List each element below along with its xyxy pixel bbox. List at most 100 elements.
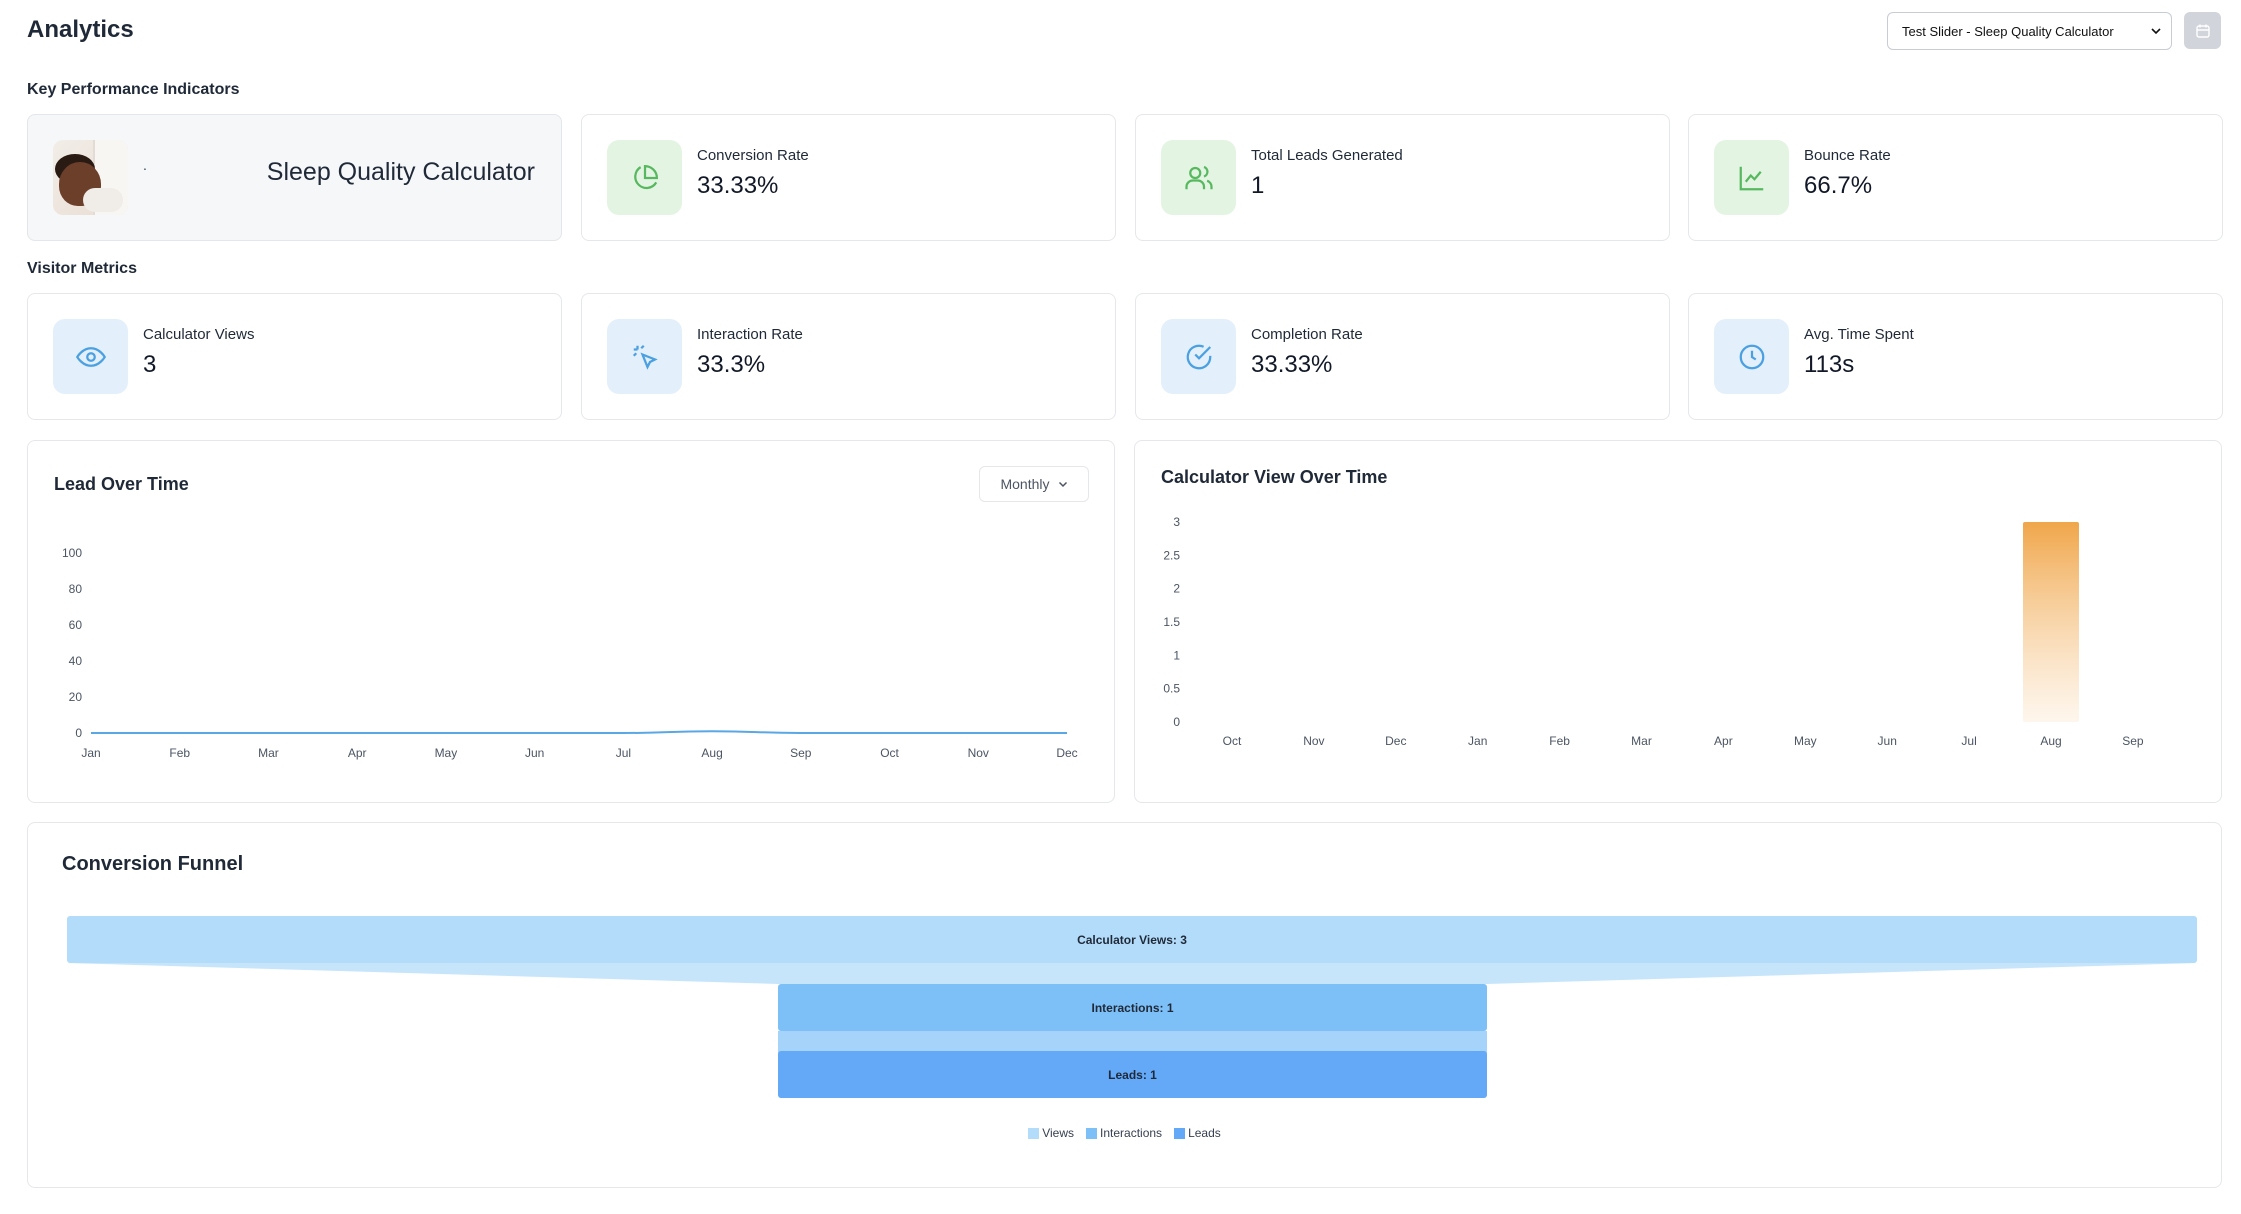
metric-value: 33.3% bbox=[697, 351, 766, 378]
pie-chart-icon bbox=[607, 140, 682, 215]
x-tick-label: Oct bbox=[1223, 734, 1242, 748]
metric-value: 113s bbox=[1804, 351, 1855, 378]
chart-title: Lead Over Time bbox=[54, 474, 189, 494]
legend-label: Leads bbox=[1188, 1126, 1221, 1140]
calculator-select[interactable]: Test Slider - Sleep Quality Calculator bbox=[1887, 12, 2172, 50]
cursor-click-icon bbox=[607, 319, 682, 394]
chevron-down-icon bbox=[2151, 28, 2161, 35]
metric-value: 3 bbox=[143, 351, 157, 378]
metric-value: 33.33% bbox=[1251, 351, 1333, 378]
legend-item-views: Views bbox=[1028, 1126, 1074, 1140]
metric-label: Conversion Rate bbox=[697, 147, 809, 164]
calculator-views-card: Calculator Views 3 bbox=[27, 293, 562, 420]
legend-item-interactions: Interactions bbox=[1086, 1126, 1162, 1140]
x-tick-label: May bbox=[1794, 734, 1817, 748]
x-tick-label: Feb bbox=[1549, 734, 1570, 748]
y-tick-label: 20 bbox=[69, 690, 83, 704]
product-thumbnail bbox=[53, 140, 128, 215]
y-tick-label: 60 bbox=[69, 618, 83, 632]
legend-swatch bbox=[1086, 1127, 1098, 1139]
x-tick-label: Jan bbox=[81, 746, 100, 760]
metric-value: 1 bbox=[1251, 172, 1265, 199]
users-icon bbox=[1161, 140, 1236, 215]
y-tick-label: 2.5 bbox=[1163, 548, 1180, 562]
legend-label: Interactions bbox=[1100, 1126, 1163, 1140]
calculator-select-value: Test Slider - Sleep Quality Calculator bbox=[1902, 23, 2114, 39]
legend-swatch bbox=[1174, 1127, 1186, 1139]
completion-rate-card: Completion Rate 33.33% bbox=[1135, 293, 1670, 420]
funnel-bar-leads: Leads: 1 bbox=[778, 1051, 1487, 1098]
funnel-legend: Views Interactions Leads bbox=[28, 1126, 2221, 1140]
x-tick-label: Apr bbox=[1714, 734, 1733, 748]
views-chart: 0 0.5 1 1.5 2 2.5 3 Oct Nov Dec Jan Feb Mar Apr May Jun… bbox=[1163, 515, 2144, 748]
metric-label: Total Leads Generated bbox=[1251, 147, 1403, 164]
x-tick-label: Oct bbox=[880, 746, 899, 760]
y-tick-label: 100 bbox=[62, 546, 82, 560]
x-tick-label: Aug bbox=[701, 746, 722, 760]
y-tick-label: 2 bbox=[1173, 582, 1180, 596]
metric-label: Bounce Rate bbox=[1804, 147, 1891, 164]
conversion-funnel-card: Conversion Funnel Calculator Views: 3 In… bbox=[27, 822, 2222, 1188]
lead-chart-card: Lead Over Time Monthly 0 20 40 60 80 100 Jan Fe… bbox=[27, 440, 1115, 803]
metric-label: Avg. Time Spent bbox=[1804, 326, 1914, 343]
chevron-down-icon bbox=[1058, 481, 1067, 488]
y-tick-label: 40 bbox=[69, 654, 83, 668]
x-tick-label: Jan bbox=[1468, 734, 1487, 748]
y-tick-label: 3 bbox=[1173, 515, 1180, 529]
x-tick-label: Jul bbox=[1961, 734, 1976, 748]
chart-title: Calculator View Over Time bbox=[1161, 467, 1388, 487]
conversion-rate-card: Conversion Rate 33.33% bbox=[581, 114, 1116, 241]
metric-label: Calculator Views bbox=[143, 326, 255, 343]
check-circle-icon bbox=[1161, 319, 1236, 394]
funnel-bar-views: Calculator Views: 3 bbox=[67, 916, 2197, 963]
interaction-rate-card: Interaction Rate 33.3% bbox=[581, 293, 1116, 420]
funnel-bar-interactions: Interactions: 1 bbox=[778, 984, 1487, 1031]
x-tick-label: Jul bbox=[616, 746, 631, 760]
kpi-section-title: Key Performance Indicators bbox=[27, 81, 240, 98]
page-title: Analytics bbox=[27, 16, 134, 43]
x-tick-label: Nov bbox=[968, 746, 989, 760]
x-tick-label: May bbox=[435, 746, 458, 760]
calendar-icon bbox=[2195, 24, 2210, 38]
metric-value: 33.33% bbox=[697, 172, 779, 199]
legend-swatch bbox=[1028, 1127, 1040, 1139]
clock-icon bbox=[1714, 319, 1789, 394]
lead-series-line bbox=[91, 730, 1067, 734]
x-tick-label: Nov bbox=[1303, 734, 1324, 748]
x-tick-label: Dec bbox=[1385, 734, 1406, 748]
eye-icon bbox=[53, 319, 128, 394]
period-dropdown[interactable]: Monthly bbox=[979, 466, 1089, 502]
y-tick-label: 0.5 bbox=[1163, 682, 1180, 696]
period-dropdown-label: Monthly bbox=[1000, 476, 1050, 492]
x-tick-label: Aug bbox=[2040, 734, 2061, 748]
avg-time-card: Avg. Time Spent 113s bbox=[1688, 293, 2223, 420]
x-tick-label: Mar bbox=[258, 746, 279, 760]
line-chart-icon bbox=[1714, 140, 1789, 215]
x-tick-label: Jun bbox=[1878, 734, 1897, 748]
metric-label: Interaction Rate bbox=[697, 326, 803, 343]
product-marker: . bbox=[143, 157, 147, 173]
x-tick-label: Apr bbox=[348, 746, 367, 760]
y-tick-label: 1 bbox=[1173, 648, 1180, 662]
visitor-section-title: Visitor Metrics bbox=[27, 260, 137, 277]
y-tick-label: 0 bbox=[75, 726, 82, 740]
metric-label: Completion Rate bbox=[1251, 326, 1363, 343]
total-leads-card: Total Leads Generated 1 bbox=[1135, 114, 1670, 241]
funnel-connectors bbox=[67, 963, 2197, 1053]
product-card: . Sleep Quality Calculator bbox=[27, 114, 562, 241]
legend-item-leads: Leads bbox=[1174, 1126, 1221, 1140]
bounce-rate-card: Bounce Rate 66.7% bbox=[1688, 114, 2223, 241]
bar-aug[interactable] bbox=[2023, 522, 2079, 722]
y-tick-label: 80 bbox=[69, 582, 83, 596]
x-tick-label: Dec bbox=[1056, 746, 1077, 760]
y-tick-label: 1.5 bbox=[1163, 615, 1180, 629]
views-chart-card: Calculator View Over Time 0 0.5 1 1.5 2 2.5 3 O… bbox=[1134, 440, 2222, 803]
x-tick-label: Sep bbox=[790, 746, 812, 760]
x-tick-label: Jun bbox=[525, 746, 544, 760]
x-tick-label: Sep bbox=[2122, 734, 2144, 748]
y-tick-label: 0 bbox=[1173, 715, 1180, 729]
legend-label: Views bbox=[1042, 1126, 1075, 1140]
calendar-button[interactable] bbox=[2184, 12, 2221, 49]
x-tick-label: Feb bbox=[169, 746, 190, 760]
x-tick-label: Mar bbox=[1631, 734, 1652, 748]
